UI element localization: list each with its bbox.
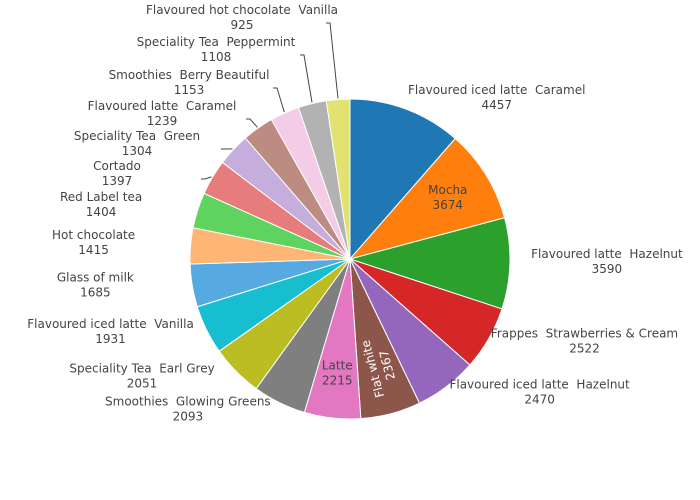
slice-label-name: Glass of milk (57, 270, 134, 284)
slice-label-flavoured-hot-chocolate-vanilla: Flavoured hot chocolate Vanilla 925 (146, 3, 338, 32)
slice-label-hot-chocolate: Hot chocolate 1415 (52, 228, 135, 257)
slice-label-name: Smoothies Glowing Greens (105, 394, 271, 408)
slice-label-value: 1304 (122, 144, 153, 158)
slice-label-value: 925 (231, 18, 254, 32)
slice-label-name: Speciality Tea Peppermint (137, 35, 296, 49)
slice-label-flavoured-latte-caramel: Flavoured latte Caramel 1239 (88, 99, 237, 128)
slice-label-flavoured-latte-hazelnut: Flavoured latte Hazelnut 3590 (531, 247, 683, 276)
slice-label-latte: Latte 2215 (322, 358, 353, 387)
slice-label-value: 4457 (481, 98, 512, 112)
slice-label-name: Red Label tea (60, 190, 142, 204)
slice-label-value: 1153 (174, 83, 205, 97)
slice-label-cortado: Cortado 1397 (93, 159, 141, 188)
slice-label-value: 2470 (524, 393, 555, 407)
slice-label-value: 1239 (147, 114, 178, 128)
leader-line (273, 87, 285, 113)
slice-label-name: Speciality Tea Earl Grey (69, 361, 214, 375)
slice-label-red-label-tea: Red Label tea 1404 (60, 190, 142, 219)
slice-flavoured-iced-latte-caramel[interactable] (349, 98, 456, 261)
slice-label-smoothies-berry-beautiful: Smoothies Berry Beautiful 1153 (109, 68, 270, 97)
slice-label-name: Speciality Tea Green (74, 129, 200, 143)
slice-label-name: Flavoured latte Caramel (88, 99, 237, 113)
leader-line (246, 118, 258, 128)
leader-line (326, 22, 339, 99)
slice-label-name: Hot chocolate (52, 228, 135, 242)
slice-label-name: Flavoured hot chocolate Vanilla (146, 3, 338, 17)
slice-label-value: 2522 (569, 342, 600, 356)
slice-label-value: 1108 (201, 50, 232, 64)
slice-label-flavoured-iced-latte-vanilla: Flavoured iced latte Vanilla 1931 (27, 317, 194, 346)
labels-layer: Flavoured iced latte Caramel 4457 Mocha 367… (27, 3, 683, 423)
slice-label-frappes-strawberries-and-cream: Frappes Strawberries & Cream 2522 (491, 327, 678, 356)
slice-label-name: Flavoured iced latte Caramel (408, 83, 585, 97)
slice-label-name: Mocha (428, 183, 467, 197)
slice-label-value: 2215 (322, 373, 353, 387)
slice-label-value: 3674 (433, 198, 464, 212)
slice-label-value: 2093 (173, 409, 204, 423)
slice-label-name: Flavoured iced latte Vanilla (27, 317, 194, 331)
slice-label-name: Frappes Strawberries & Cream (491, 327, 678, 341)
slice-label-value: 1397 (102, 174, 133, 188)
slice-label-name: Flavoured iced latte Hazelnut (449, 378, 630, 392)
slice-label-flavoured-iced-latte-hazelnut: Flavoured iced latte Hazelnut 2470 (449, 378, 630, 407)
slice-label-glass-of-milk: Glass of milk 1685 (57, 270, 134, 299)
slice-label-flavoured-iced-latte-caramel: Flavoured iced latte Caramel 4457 (408, 83, 585, 112)
slice-label-value: 1415 (78, 243, 109, 257)
slice-label-name: Smoothies Berry Beautiful (109, 68, 270, 82)
slice-mocha[interactable] (348, 137, 506, 260)
slice-label-speciality-tea-peppermint: Speciality Tea Peppermint 1108 (137, 35, 296, 64)
slice-label-name: Latte (322, 358, 353, 372)
slice-label-smoothies-glowing-greens: Smoothies Glowing Greens 2093 (105, 394, 271, 423)
slice-label-mocha: Mocha 3674 (428, 183, 467, 212)
slice-label-value: 1931 (95, 332, 126, 346)
slice-label-speciality-tea-green: Speciality Tea Green 1304 (74, 129, 200, 158)
slice-label-value: 3590 (592, 262, 623, 276)
slice-label-value: 1404 (86, 205, 117, 219)
slice-label-name: Cortado (93, 159, 141, 173)
leader-line (300, 54, 313, 103)
leader-line (201, 176, 212, 180)
slice-flavoured-latte-hazelnut[interactable] (348, 217, 511, 310)
slice-label-speciality-tea-earl-grey: Speciality Tea Earl Grey 2051 (69, 361, 214, 390)
leader-lines-layer (201, 22, 339, 180)
slice-label-value: 2051 (127, 376, 158, 390)
slice-label-value: 1685 (80, 285, 111, 299)
slice-label-name: Flavoured latte Hazelnut (531, 247, 683, 261)
slice-flavoured-hot-chocolate-vanilla[interactable] (325, 98, 351, 260)
slices-layer (189, 98, 511, 420)
